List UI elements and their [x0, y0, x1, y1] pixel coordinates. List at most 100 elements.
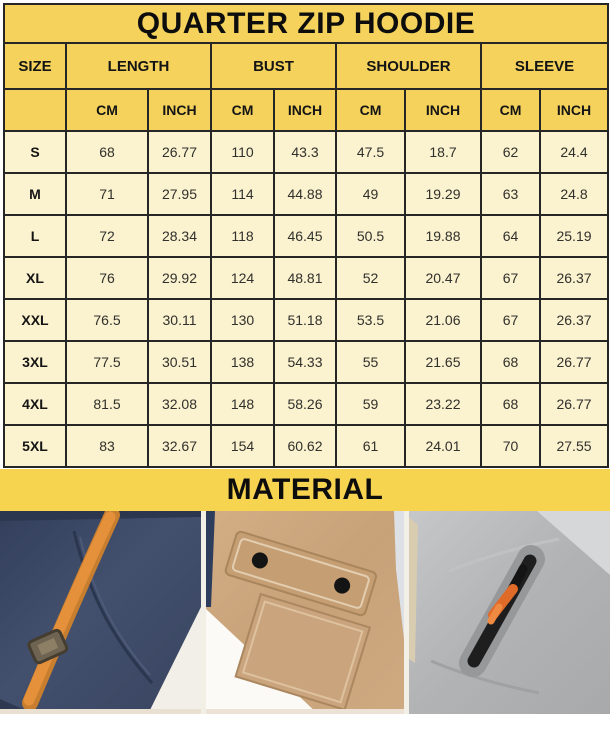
size-label: XXL [3, 298, 67, 342]
size-label: 3XL [3, 340, 67, 384]
value-cell: 67 [480, 256, 541, 300]
value-cell: 30.51 [147, 340, 212, 384]
value-cell: 148 [210, 382, 275, 426]
photo-divider [404, 511, 409, 714]
unit-header: INCH [273, 88, 337, 132]
value-cell: 130 [210, 298, 275, 342]
page-title: QUARTER ZIP HOODIE [2, 3, 610, 44]
table-row-xxl: XXL 76.5 30.11 130 51.18 53.5 21.06 67 2… [3, 298, 610, 342]
photo-navy-fleece-orange-strap [0, 511, 201, 714]
value-cell: 47.5 [335, 130, 406, 174]
value-cell: 63 [480, 172, 541, 216]
size-label: S [3, 130, 67, 174]
group-header-row: SIZE LENGTH BUST SHOULDER SLEEVE [3, 42, 610, 90]
size-label: 5XL [3, 424, 67, 468]
value-cell: 26.77 [538, 340, 610, 384]
unit-header: CM [480, 88, 541, 132]
value-cell: 21.65 [404, 340, 482, 384]
table-row-3xl: 3XL 77.5 30.51 138 54.33 55 21.65 68 26.… [3, 340, 610, 384]
column-header-shoulder: SHOULDER [335, 42, 482, 90]
unit-header: INCH [147, 88, 212, 132]
value-cell: 61 [335, 424, 406, 468]
value-cell: 118 [210, 214, 275, 258]
value-cell: 62 [480, 130, 541, 174]
value-cell: 154 [210, 424, 275, 468]
value-cell: 26.37 [538, 298, 610, 342]
value-cell: 25.19 [538, 214, 610, 258]
material-photo-strip [0, 511, 610, 714]
value-cell: 24.8 [538, 172, 610, 216]
value-cell: 81.5 [65, 382, 149, 426]
value-cell: 52 [335, 256, 406, 300]
size-label: L [3, 214, 67, 258]
value-cell: 54.33 [273, 340, 337, 384]
material-heading: MATERIAL [0, 469, 610, 511]
column-header-sleeve: SLEEVE [479, 42, 610, 90]
value-cell: 19.29 [404, 172, 482, 216]
value-cell: 19.88 [404, 214, 482, 258]
value-cell: 124 [210, 256, 275, 300]
value-cell: 67 [480, 298, 541, 342]
photo-divider [201, 511, 206, 714]
value-cell: 29.92 [147, 256, 212, 300]
value-cell: 72 [65, 214, 149, 258]
value-cell: 32.08 [147, 382, 212, 426]
value-cell: 114 [210, 172, 275, 216]
value-cell: 46.45 [273, 214, 337, 258]
value-cell: 76.5 [65, 298, 149, 342]
value-cell: 64 [480, 214, 541, 258]
size-chart-sheet: QUARTER ZIP HOODIE SIZE LENGTH BUST SHOU… [0, 3, 610, 738]
value-cell: 49 [335, 172, 406, 216]
unit-header: CM [335, 88, 406, 132]
value-cell: 51.18 [273, 298, 337, 342]
value-cell: 26.77 [147, 130, 212, 174]
size-label: 4XL [3, 382, 67, 426]
value-cell: 43.3 [273, 130, 337, 174]
table-row-xl: XL 76 29.92 124 48.81 52 20.47 67 26.37 [3, 256, 610, 300]
table-title-row: QUARTER ZIP HOODIE [2, 3, 610, 44]
column-header-length: LENGTH [65, 42, 212, 90]
table-row-m: M 71 27.95 114 44.88 49 19.29 63 24.8 [3, 172, 610, 216]
value-cell: 110 [210, 130, 275, 174]
value-cell: 20.47 [404, 256, 482, 300]
value-cell: 59 [335, 382, 406, 426]
value-cell: 18.7 [404, 130, 482, 174]
table-row-4xl: 4XL 81.5 32.08 148 58.26 59 23.22 68 26.… [3, 382, 610, 426]
value-cell: 77.5 [65, 340, 149, 384]
value-cell: 26.37 [538, 256, 610, 300]
unit-header: INCH [538, 88, 610, 132]
value-cell: 44.88 [273, 172, 337, 216]
table-row-l: L 72 28.34 118 46.45 50.5 19.88 64 25.19 [3, 214, 610, 258]
value-cell: 138 [210, 340, 275, 384]
photo-gray-fleece-zipper-orange-pull [409, 511, 610, 714]
value-cell: 30.11 [147, 298, 212, 342]
value-cell: 83 [65, 424, 149, 468]
value-cell: 27.55 [538, 424, 610, 468]
table-row-s: S 68 26.77 110 43.3 47.5 18.7 62 24.4 [3, 130, 610, 174]
value-cell: 26.77 [538, 382, 610, 426]
column-header-size: SIZE [3, 42, 67, 90]
unit-header-row: CM INCH CM INCH CM INCH CM INCH [3, 88, 610, 132]
size-label: XL [3, 256, 67, 300]
value-cell: 28.34 [147, 214, 212, 258]
value-cell: 21.06 [404, 298, 482, 342]
value-cell: 23.22 [404, 382, 482, 426]
column-header-bust: BUST [210, 42, 337, 90]
value-cell: 68 [480, 340, 541, 384]
value-cell: 68 [480, 382, 541, 426]
value-cell: 58.26 [273, 382, 337, 426]
value-cell: 71 [65, 172, 149, 216]
unit-header-spacer [3, 88, 67, 132]
value-cell: 27.95 [147, 172, 212, 216]
value-cell: 76 [65, 256, 149, 300]
value-cell: 48.81 [273, 256, 337, 300]
value-cell: 70 [480, 424, 541, 468]
unit-header: CM [210, 88, 275, 132]
table-row-5xl: 5XL 83 32.67 154 60.62 61 24.01 70 27.55 [3, 424, 610, 468]
value-cell: 60.62 [273, 424, 337, 468]
size-label: M [3, 172, 67, 216]
photo-khaki-snap-flap-pocket [206, 511, 404, 714]
value-cell: 24.01 [404, 424, 482, 468]
unit-header: CM [65, 88, 149, 132]
value-cell: 32.67 [147, 424, 212, 468]
